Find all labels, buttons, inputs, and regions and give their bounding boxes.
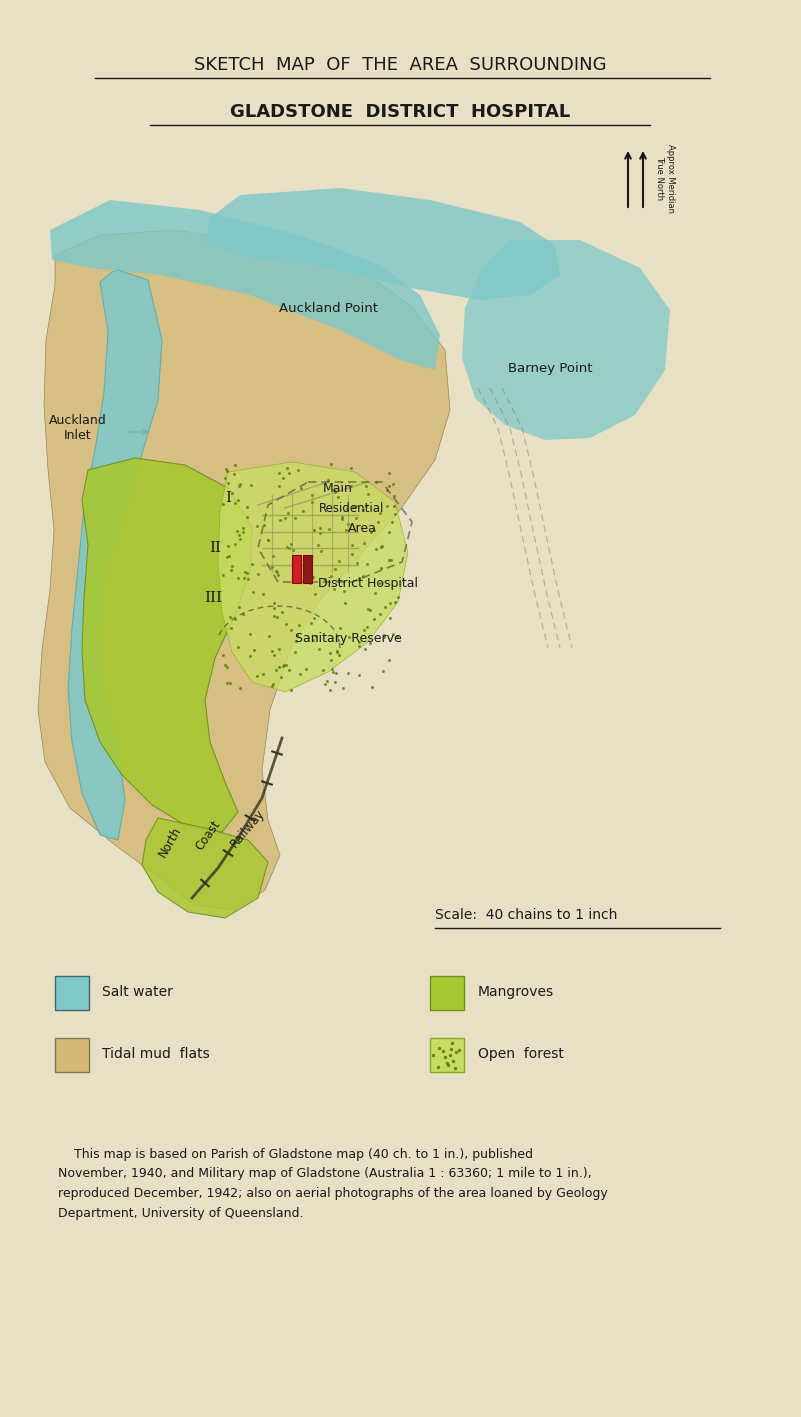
Text: Barney Point: Barney Point (508, 361, 593, 374)
Text: Salt water: Salt water (102, 985, 173, 999)
Text: This map is based on Parish of Gladstone map (40 ch. to 1 in.), published
Novemb: This map is based on Parish of Gladstone… (58, 1148, 608, 1220)
Polygon shape (142, 818, 268, 918)
Text: Open  forest: Open forest (478, 1047, 564, 1061)
Bar (55, 1039, 89, 1073)
Text: Approx Meridian: Approx Meridian (666, 143, 675, 213)
Bar (55, 976, 89, 1010)
Text: Auckland Point: Auckland Point (279, 302, 377, 315)
Text: Coast: Coast (193, 818, 223, 853)
Text: Scale:  40 chains to 1 inch: Scale: 40 chains to 1 inch (435, 908, 618, 922)
Text: Auckland
Inlet: Auckland Inlet (49, 414, 107, 442)
Text: III: III (204, 591, 222, 605)
Text: Tidal mud  flats: Tidal mud flats (102, 1047, 210, 1061)
Bar (303, 555, 312, 582)
Bar (430, 1039, 464, 1073)
Text: Sanitary Reserve: Sanitary Reserve (295, 632, 402, 645)
Bar (292, 555, 301, 582)
Text: Residential: Residential (320, 502, 384, 514)
Text: I: I (225, 492, 231, 504)
Polygon shape (68, 271, 162, 840)
Bar (430, 976, 464, 1010)
Polygon shape (462, 239, 670, 441)
Polygon shape (218, 462, 408, 691)
Text: True North: True North (655, 156, 664, 200)
Polygon shape (38, 230, 450, 910)
Polygon shape (205, 188, 560, 300)
Text: II: II (209, 541, 221, 555)
Text: Mangroves: Mangroves (478, 985, 554, 999)
Text: Area: Area (348, 521, 376, 534)
Text: Main: Main (323, 482, 353, 495)
Polygon shape (50, 200, 440, 370)
Text: SKETCH  MAP  OF  THE  AREA  SURROUNDING: SKETCH MAP OF THE AREA SURROUNDING (194, 57, 606, 74)
Text: North: North (156, 825, 184, 860)
Text: Railway: Railway (228, 806, 268, 850)
Text: District Hospital: District Hospital (318, 577, 418, 589)
Text: GLADSTONE  DISTRICT  HOSPITAL: GLADSTONE DISTRICT HOSPITAL (230, 103, 570, 120)
Polygon shape (82, 458, 252, 832)
